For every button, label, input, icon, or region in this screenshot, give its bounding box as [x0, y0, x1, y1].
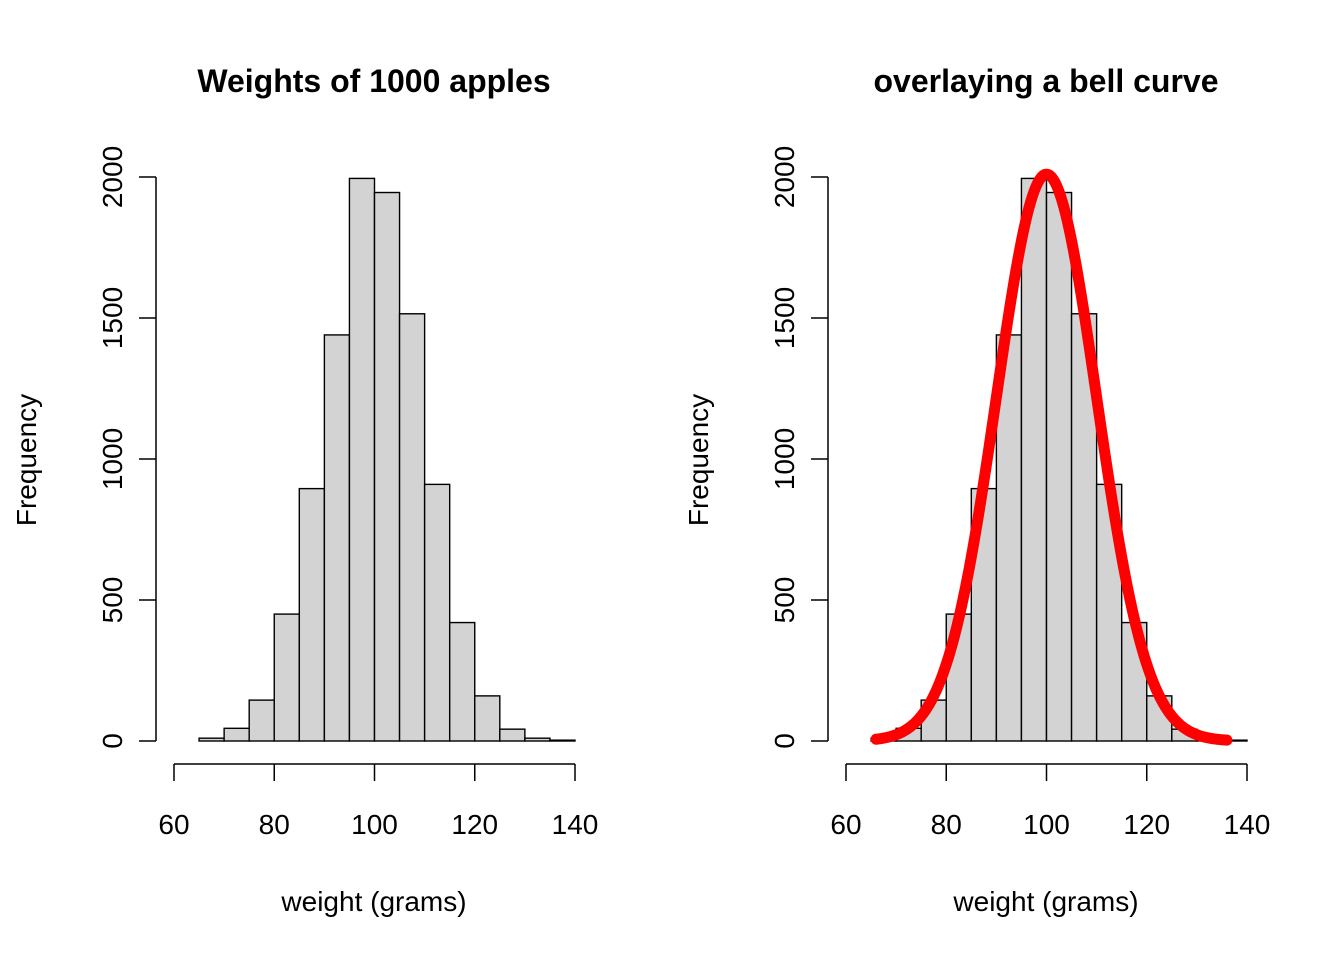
- histogram-bar: [373, 191, 401, 742]
- histogram-bar: [273, 613, 301, 742]
- x-tick-label: 120: [1123, 809, 1170, 840]
- x-tick-label: 140: [1224, 809, 1271, 840]
- y-tick-label: 1500: [97, 287, 128, 349]
- x-tick-label: 120: [451, 809, 498, 840]
- bell-curve-overlay: [870, 168, 1233, 746]
- bars-left: [198, 177, 576, 742]
- x-tick-label: 100: [1023, 809, 1070, 840]
- histogram-bar: [448, 621, 476, 742]
- x-tick-label: 60: [158, 809, 189, 840]
- histogram-bar: [1045, 191, 1073, 742]
- histogram-bar: [423, 483, 451, 742]
- histogram-bar: [549, 739, 576, 742]
- y-axis-right: 0 500 1000 1500 2000: [769, 146, 829, 749]
- x-axis-right: 60 80 100 120 140: [830, 763, 1271, 840]
- y-tick-label: 2000: [97, 146, 128, 208]
- histogram-bar: [499, 728, 526, 742]
- x-axis-label-left: weight (grams): [280, 886, 466, 917]
- y-tick-label: 0: [769, 733, 800, 749]
- y-tick-label: 2000: [769, 146, 800, 208]
- x-tick-label: 80: [931, 809, 962, 840]
- panel-left: Weights of 1000 apples 0500100015002000 …: [11, 63, 598, 917]
- x-tick-label: 60: [830, 809, 861, 840]
- y-axis-label-right: Frequency: [683, 394, 714, 526]
- x-tick-label: 100: [351, 809, 398, 840]
- histogram-bar: [198, 737, 225, 742]
- y-axis-left: 0 500 1000 1500 2000: [97, 146, 157, 749]
- panel-right: overlaying a bell curve 0 500 1000 1500 2000…: [683, 63, 1270, 917]
- y-tick-label: 1000: [97, 428, 128, 490]
- y-tick-label: 500: [769, 577, 800, 624]
- y-tick-label: 0: [97, 733, 128, 749]
- x-tick-label: 140: [552, 809, 599, 840]
- y-tick-label: 500: [97, 577, 128, 624]
- histogram-bar: [524, 737, 551, 742]
- histogram-bar: [248, 699, 275, 742]
- y-tick-label: 1000: [769, 428, 800, 490]
- y-tick-label: 1500: [769, 287, 800, 349]
- x-tick-label: 80: [259, 809, 290, 840]
- x-axis-left: 60 80 100 120 140: [158, 763, 599, 840]
- x-axis-label-right: weight (grams): [952, 886, 1138, 917]
- histogram-bar: [298, 487, 326, 742]
- histogram-bar: [474, 695, 501, 742]
- histogram-bar: [348, 177, 376, 742]
- chart-title-right: overlaying a bell curve: [873, 63, 1218, 99]
- histogram-bar: [1020, 177, 1048, 742]
- bell-curve-line: [870, 168, 1233, 746]
- histogram-bar: [323, 334, 351, 742]
- chart-title-left: Weights of 1000 apples: [197, 63, 550, 99]
- histogram-bar: [223, 727, 250, 742]
- y-axis-label-left: Frequency: [11, 394, 42, 526]
- bars-right: [870, 177, 1248, 742]
- histogram-bar: [398, 313, 426, 742]
